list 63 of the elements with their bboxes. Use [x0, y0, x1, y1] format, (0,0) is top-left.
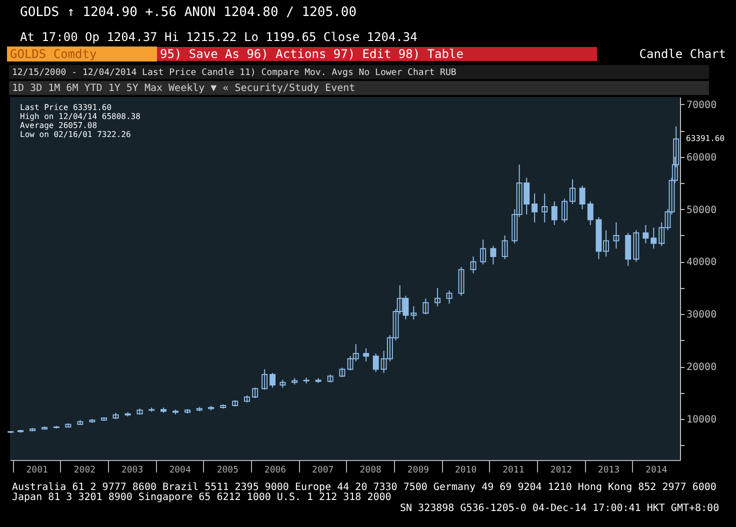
text: Japan 81 3 3201 8900 Singapore 65 6212 1000 U.S. 1 212 318 2000 — [12, 492, 392, 503]
candlestick — [434, 287, 441, 307]
chart-subtitle: Candle Chart — [639, 47, 726, 61]
candlestick — [252, 387, 258, 399]
chart-title: GOLDS Comdty — [10, 47, 97, 61]
candlestick — [502, 234, 508, 260]
candlestick — [562, 198, 568, 223]
annotation: Average 26057.08 — [20, 121, 98, 130]
y-tick-label: 40000 — [686, 257, 717, 268]
text: SN 323898 G536-1205-0 04-Dec-14 17:00:41 HKT GMT+8:00 — [400, 503, 720, 514]
y-tick-label: 30000 — [686, 310, 717, 321]
candlestick — [613, 222, 620, 250]
x-tick-label: 2010 — [454, 466, 477, 476]
candlestick — [490, 245, 496, 265]
x-tick-label: 2013 — [598, 466, 620, 476]
candlestick — [422, 298, 429, 315]
x-tick-label: 2005 — [216, 466, 239, 476]
y-tick-label: 10000 — [686, 414, 717, 426]
candlestick — [532, 193, 538, 223]
annotation: 63391.60 — [686, 134, 725, 144]
candlestick — [339, 367, 346, 378]
text: 95) Save As 96) Actions 97) Edit 98) Table — [160, 47, 464, 61]
candlestick — [262, 368, 268, 390]
candlestick — [587, 200, 594, 226]
candlestick — [642, 224, 649, 244]
x-tick-label: 2001 — [26, 466, 48, 476]
x-tick-label: 2004 — [169, 466, 191, 476]
x-tick-label: 2006 — [264, 466, 286, 476]
candlestick — [372, 353, 379, 372]
y-tick-label: 50000 — [686, 204, 717, 216]
candlestick — [625, 232, 632, 266]
candlestick — [363, 348, 370, 362]
x-tick-label: 2012 — [550, 466, 572, 476]
text: GOLDS ↑ 1204.90 +.56 ANON 1204.80 / 1205.00 — [20, 5, 357, 20]
text: 12/15/2000 - 12/04/2014 Last Price Candle 11) Compare Mov. Avgs No Lower Chart RUB — [12, 68, 456, 78]
x-tick-label: 2011 — [502, 466, 524, 476]
x-tick-label: 2008 — [360, 466, 382, 476]
candlestick — [542, 193, 548, 223]
text: At 17:00 Op 1204.37 Hi 1215.22 Lo 1199.65 Close 1204.34 — [20, 30, 418, 44]
candlestick — [270, 372, 276, 388]
candlestick — [458, 266, 464, 296]
candlestick — [579, 185, 586, 210]
x-tick-label: 2002 — [74, 466, 96, 476]
annotation: High on 12/04/14 65808.38 — [20, 112, 141, 121]
x-tick-label: 2009 — [407, 466, 430, 476]
y-tick-label: 20000 — [686, 362, 717, 374]
candlestick — [570, 178, 576, 205]
candlestick — [650, 227, 657, 250]
x-tick-label: 2003 — [121, 466, 144, 476]
y-tick-label: 70000 — [686, 100, 717, 111]
text: Australia 61 2 9777 8600 Brazil 5511 2395 9000 Europe 44 20 7330 7500 Germany 49 69 9204 1210 Hong Kong 852 2977 6000 — [12, 482, 716, 493]
candlestick — [470, 256, 476, 274]
text: 1D 3D 1M 6M YTD 1Y 5Y Max Weekly ▼ « Security/Study Event — [12, 83, 356, 94]
x-tick-label: 2007 — [312, 466, 334, 476]
candlestick — [633, 230, 640, 262]
candlestick — [551, 200, 558, 226]
candlestick — [480, 239, 486, 265]
y-tick-label: 60000 — [686, 152, 717, 164]
candlestick — [410, 306, 417, 320]
annotation: Low on 02/16/01 7322.26 — [20, 130, 131, 139]
x-tick-label: 2014 — [646, 466, 668, 476]
candlestick — [446, 290, 452, 304]
annotation: Last Price 63391.60 — [20, 103, 112, 112]
